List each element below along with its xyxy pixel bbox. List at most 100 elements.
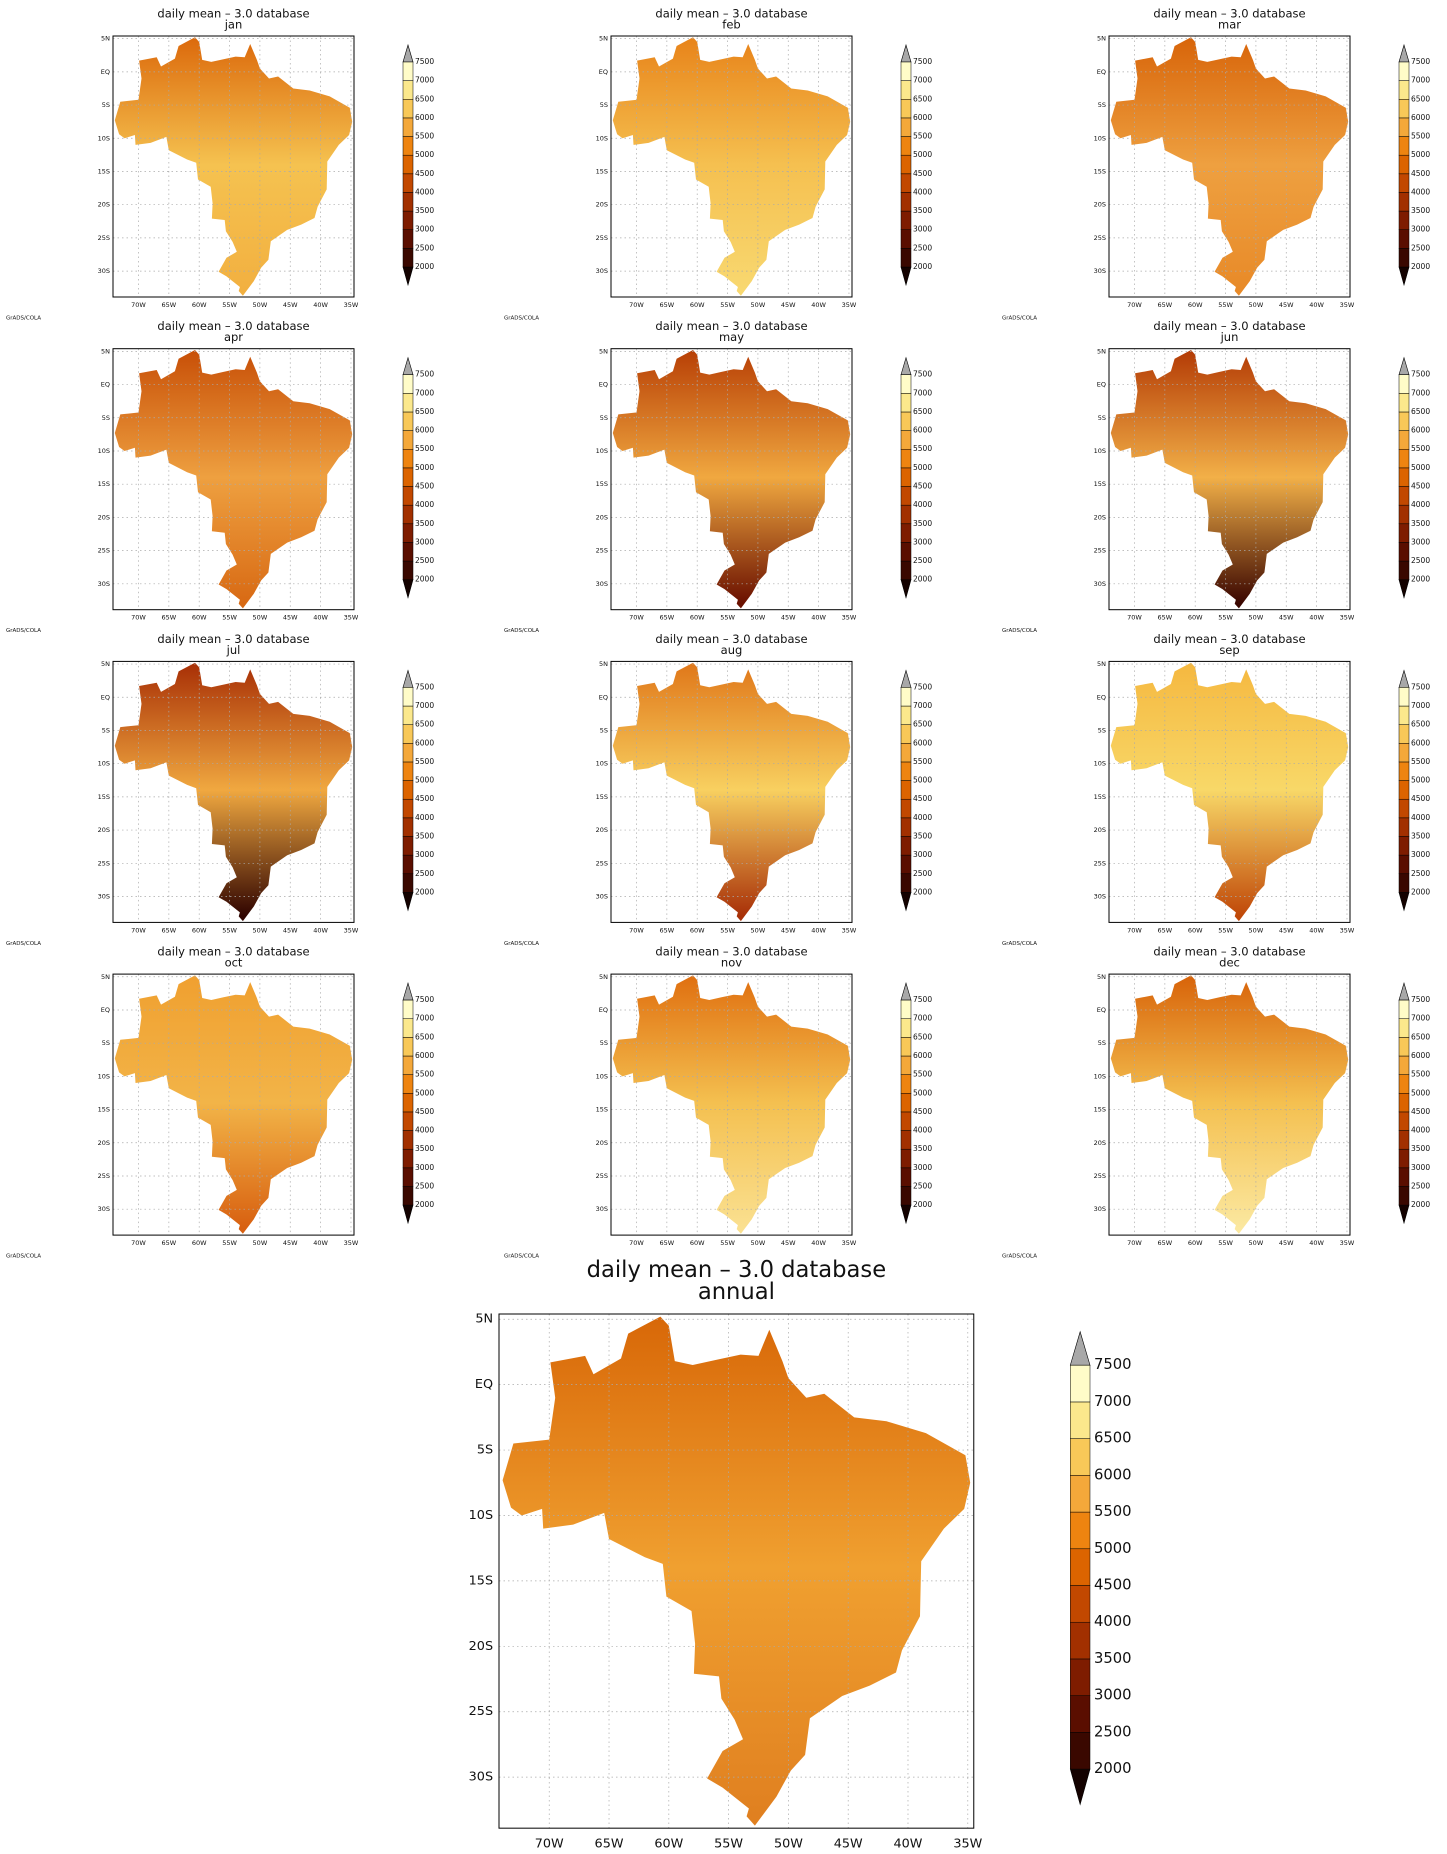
- lon-tick-label: 45W: [781, 1239, 796, 1247]
- lat-tick-label: 20S: [1094, 826, 1106, 834]
- brazil-map: [502, 1316, 971, 1826]
- panel-title: daily mean – 3.0 database: [655, 7, 807, 21]
- lat-tick-label: 10S: [596, 447, 608, 455]
- map-frame: [610, 660, 853, 923]
- colorbar-segment: [1398, 99, 1410, 119]
- panel-subtitle: nov: [721, 956, 742, 970]
- colorbar-segment: [900, 1074, 912, 1094]
- colorbar-label: 6500: [415, 720, 434, 729]
- colorbar-segment: [402, 248, 414, 268]
- colorbar-over: [900, 43, 912, 63]
- colorbar-segment: [900, 743, 912, 763]
- colorbar-label: 4500: [913, 169, 932, 178]
- colorbar-label: 4500: [1411, 169, 1430, 178]
- colorbar-under: [900, 892, 912, 912]
- colorbar-label: 3000: [913, 537, 932, 546]
- colorbar-under: [402, 892, 414, 912]
- lon-tick-label: 50W: [253, 1239, 268, 1247]
- brazil-map: [114, 37, 353, 296]
- lon-tick-label: 35W: [842, 926, 857, 934]
- credit: GrADS/COLA: [1002, 316, 1037, 322]
- lon-tick-label: 60W: [1188, 614, 1203, 622]
- colorbar-segment: [1398, 430, 1410, 450]
- lon-tick-label: 70W: [131, 926, 146, 934]
- lat-tick-label: 5N: [101, 660, 110, 668]
- lat-tick-label: 10S: [596, 1072, 608, 1080]
- lat-tick-label: 25S: [596, 547, 608, 555]
- lat-tick-label: 5S: [600, 414, 608, 422]
- colorbar-segment: [1398, 1130, 1410, 1150]
- colorbar-under: [900, 1204, 912, 1225]
- colorbar-segment: [1398, 687, 1410, 707]
- panel-subtitle: mar: [1218, 18, 1241, 32]
- colorbar-label: 3500: [415, 831, 434, 840]
- lon-tick-label: 45W: [283, 301, 298, 309]
- colorbar-label: 5500: [913, 1070, 932, 1079]
- colorbar-over: [402, 43, 414, 63]
- colorbar-segment: [900, 467, 912, 487]
- colorbar-segment: [900, 873, 912, 893]
- lon-tick-label: 70W: [535, 1836, 564, 1851]
- lon-tick-label: 40W: [313, 1239, 328, 1247]
- panel-title: daily mean – 3.0 database: [1153, 7, 1305, 21]
- colorbar-label: 4500: [1094, 1577, 1132, 1594]
- colorbar-segment: [1070, 1364, 1091, 1403]
- lon-tick-label: 40W: [1309, 926, 1324, 934]
- lat-tick-label: 30S: [596, 580, 608, 588]
- colorbar-label: 2500: [1411, 243, 1430, 252]
- colorbar-over: [900, 356, 912, 375]
- colorbar-segment: [402, 229, 414, 249]
- lon-tick-label: 35W: [344, 614, 359, 622]
- lon-tick-label: 55W: [720, 301, 735, 309]
- brazil-map: [1110, 37, 1349, 296]
- map-frame: [112, 348, 355, 611]
- colorbar-segment: [1398, 761, 1410, 781]
- colorbar-label: 4000: [415, 500, 434, 509]
- colorbar-label: 5000: [913, 463, 932, 472]
- colorbar-under: [1398, 1204, 1410, 1225]
- lon-tick-label: 65W: [1157, 1239, 1172, 1247]
- lat-tick-label: 15S: [1094, 1106, 1106, 1114]
- panel-subtitle: jun: [1220, 330, 1239, 344]
- lat-tick-label: EQ: [101, 1006, 110, 1014]
- colorbar-label: 7500: [415, 57, 434, 66]
- credit: GrADS/COLA: [1002, 941, 1037, 947]
- credit: GrADS/COLA: [504, 1254, 539, 1260]
- lat-tick-label: 30S: [596, 267, 608, 275]
- lon-tick-label: 45W: [781, 926, 796, 934]
- colorbar-label: 6500: [913, 720, 932, 729]
- colorbar-segment: [900, 1148, 912, 1169]
- colorbar-segment: [1398, 448, 1410, 469]
- colorbar-segment: [900, 393, 912, 413]
- colorbar-segment: [900, 798, 912, 819]
- lon-tick-label: 40W: [811, 614, 826, 622]
- colorbar-label: 5500: [913, 444, 932, 453]
- colorbar-label: 5500: [1411, 757, 1430, 766]
- lat-tick-label: 10S: [98, 1072, 110, 1080]
- lon-tick-label: 70W: [131, 614, 146, 622]
- lat-tick-label: 5N: [101, 347, 110, 355]
- colorbar-segment: [1398, 560, 1410, 580]
- lat-tick-label: EQ: [1097, 68, 1106, 76]
- lon-tick-label: 50W: [253, 926, 268, 934]
- colorbar-label: 3000: [913, 225, 932, 234]
- colorbar-label: 4500: [913, 794, 932, 803]
- colorbar-label: 5500: [913, 757, 932, 766]
- map-frame: [498, 1313, 975, 1829]
- colorbar-segment: [402, 1074, 414, 1094]
- lat-tick-label: 20S: [596, 513, 608, 521]
- lon-tick-label: 60W: [690, 926, 705, 934]
- lon-tick-label: 60W: [192, 926, 207, 934]
- credit: GrADS/COLA: [1002, 628, 1037, 634]
- lat-tick-label: 15S: [1094, 167, 1106, 175]
- lat-tick-label: 5N: [599, 973, 608, 981]
- colorbar-label: 6000: [913, 1051, 932, 1060]
- panel-subtitle: oct: [225, 956, 243, 970]
- colorbar-segment: [1398, 1167, 1410, 1187]
- colorbar-label: 6500: [913, 1032, 932, 1041]
- colorbar-over: [402, 982, 414, 1001]
- brazil-map: [612, 662, 851, 922]
- colorbar-segment: [1070, 1732, 1091, 1770]
- colorbar-label: 5500: [415, 757, 434, 766]
- colorbar-segment: [900, 687, 912, 707]
